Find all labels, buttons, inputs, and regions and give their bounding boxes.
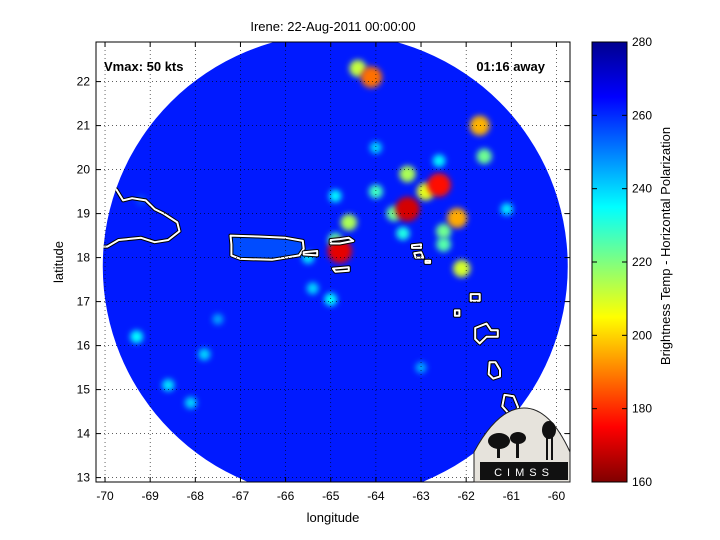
y-tick-label: 19 [77, 207, 91, 221]
chart-title: Irene: 22-Aug-2011 00:00:00 [250, 19, 415, 34]
colorbar-ticks: 160 180 200 220 240 260 280 [592, 35, 652, 489]
axes-frame [95, 41, 571, 483]
y-tick-label: 16 [77, 339, 91, 353]
colorbar-label: Brightness Temp - Horizontal Polarizatio… [658, 127, 673, 365]
coastline-st-croix [332, 266, 350, 273]
svg-text:CIMSS: CIMSS [494, 467, 554, 479]
brightness-feature [436, 237, 451, 252]
brightness-feature [432, 154, 446, 168]
tick-layer: -70 -69 -68 -67 -66 -65 -64 -63 -62 -61 -60 13 14 15 1… [77, 42, 570, 503]
colorbar-tick-label: 260 [632, 108, 652, 122]
x-tick-label: -65 [322, 489, 340, 503]
y-tick-label: 14 [77, 427, 91, 441]
coastline-montserrat [453, 309, 461, 317]
brightness-feature [500, 203, 513, 216]
coastline-antigua [469, 293, 481, 302]
brightness-feature [469, 115, 490, 136]
brightness-feature [360, 66, 383, 88]
x-tick-label: -64 [367, 489, 385, 503]
brightness-feature [415, 362, 427, 374]
water-tower-icon [542, 421, 556, 439]
coastline-guadeloupe [474, 322, 499, 345]
grid-layer [96, 42, 570, 482]
swath-layer [102, 42, 568, 482]
x-tick-label: -69 [141, 489, 159, 503]
cimss-logo: CIMSS [473, 407, 571, 483]
brightness-feature [198, 348, 211, 361]
colorbar-tick-label: 200 [632, 328, 652, 342]
brightness-feature [162, 379, 175, 392]
x-tick-label: -67 [232, 489, 250, 503]
colorbar-tick-label: 280 [632, 35, 652, 49]
colorbar-tick-label: 220 [632, 255, 652, 269]
y-tick-label: 22 [77, 75, 91, 89]
brightness-feature [447, 207, 468, 229]
x-tick-label: -68 [187, 489, 205, 503]
colorbar-tick-label: 160 [632, 475, 652, 489]
coastline-dominica [487, 361, 501, 380]
coastline-st-martin [413, 251, 425, 259]
coastline-virgin-islands [329, 236, 355, 245]
brightness-feature [476, 148, 492, 164]
coastline-vieques [302, 250, 319, 257]
x-tick-label: -60 [548, 489, 566, 503]
time-away-annotation: 01:16 away [476, 59, 545, 74]
brightness-feature [452, 259, 471, 278]
x-tick-label: -61 [503, 489, 521, 503]
brightness-feature [212, 313, 224, 325]
satellite-dish-icon [510, 432, 526, 444]
x-axis-label: longitude [307, 510, 360, 525]
satellite-dish-icon [488, 433, 510, 449]
colorbar: 160 180 200 220 240 260 280 Brightness Temp - … [591, 35, 673, 489]
x-tick-label: -63 [412, 489, 430, 503]
brightness-feature [306, 282, 319, 295]
colorbar-tick-label: 240 [632, 182, 652, 196]
x-tick-label: -66 [277, 489, 295, 503]
vmax-annotation: Vmax: 50 kts [104, 59, 184, 74]
colorbar-gradient [591, 41, 628, 483]
colorbar-tick-label: 180 [632, 402, 652, 416]
brightness-feature [396, 226, 410, 241]
coastline-anguilla [411, 243, 422, 249]
y-axis-label: latitude [51, 241, 66, 283]
brightness-feature [399, 165, 416, 183]
y-tick-label: 20 [77, 163, 91, 177]
coastline-st-barts [424, 259, 432, 264]
y-tick-label: 13 [77, 471, 91, 485]
y-tick-label: 21 [77, 119, 91, 133]
x-tick-label: -70 [96, 489, 114, 503]
brightness-feature [427, 173, 451, 197]
coastline-puerto-rico [229, 234, 305, 261]
brightness-feature [436, 223, 452, 239]
y-tick-label: 18 [77, 251, 91, 265]
y-tick-label: 17 [77, 295, 91, 309]
brightness-feature [369, 141, 382, 154]
brightness-feature [340, 214, 358, 231]
y-tick-label: 15 [77, 383, 91, 397]
swath-features [102, 59, 521, 416]
brightness-feature [184, 396, 197, 409]
brightness-feature [130, 330, 144, 344]
brightness-feature [324, 292, 338, 306]
brightness-feature [368, 184, 383, 199]
brightness-feature [328, 189, 342, 203]
x-tick-label: -62 [457, 489, 475, 503]
brightness-feature [395, 196, 420, 222]
